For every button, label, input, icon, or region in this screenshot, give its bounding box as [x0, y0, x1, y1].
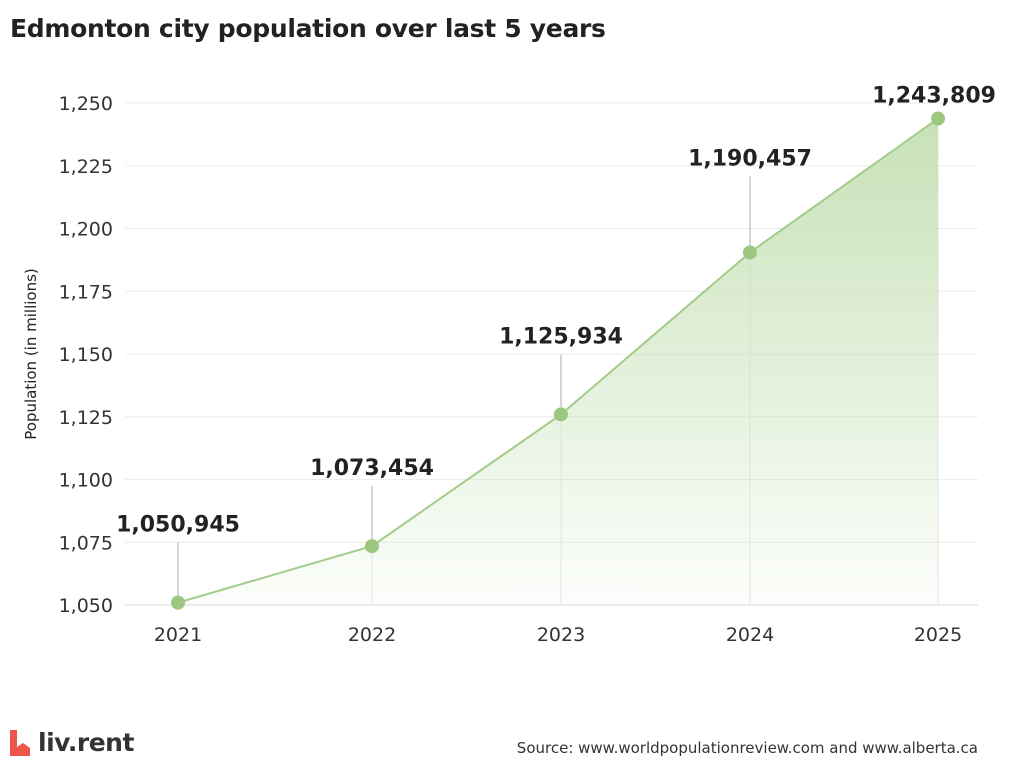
data-point: [365, 539, 379, 554]
source-note: Source: www.worldpopulationreview.com an…: [516, 739, 978, 757]
data-label: 1,190,457: [688, 146, 812, 171]
data-point: [743, 245, 757, 260]
liv-rent-logo-icon: [10, 729, 30, 756]
x-tick-label: 2023: [537, 624, 585, 646]
x-tick-label: 2025: [914, 624, 962, 646]
x-tick-label: 2024: [726, 624, 774, 646]
data-label: 1,050,945: [116, 513, 240, 538]
data-point: [931, 111, 945, 126]
y-tick-label: 1,225: [59, 156, 113, 178]
area-fill: [178, 118, 938, 605]
x-tick-label: 2021: [154, 624, 202, 646]
y-tick-label: 1,250: [59, 93, 113, 115]
data-label: 1,073,454: [310, 456, 434, 481]
data-point: [171, 595, 185, 610]
y-tick-label: 1,150: [59, 344, 113, 366]
liv-rent-logo: liv.rent: [10, 728, 134, 757]
y-tick-label: 1,050: [59, 595, 113, 617]
x-tick-label: 2022: [348, 624, 396, 646]
y-tick-label: 1,100: [59, 470, 113, 492]
chart-title: Edmonton city population over last 5 yea…: [10, 14, 606, 43]
y-tick-label: 1,075: [59, 532, 113, 554]
y-tick-label: 1,125: [59, 407, 113, 429]
data-label: 1,125,934: [499, 324, 623, 349]
y-axis-label: Population (in millions): [22, 268, 40, 440]
logo-text: liv.rent: [38, 728, 134, 757]
y-tick-label: 1,200: [59, 219, 113, 241]
y-tick-label: 1,175: [59, 281, 113, 303]
data-label: 1,243,809: [872, 84, 996, 109]
data-point: [554, 407, 568, 422]
